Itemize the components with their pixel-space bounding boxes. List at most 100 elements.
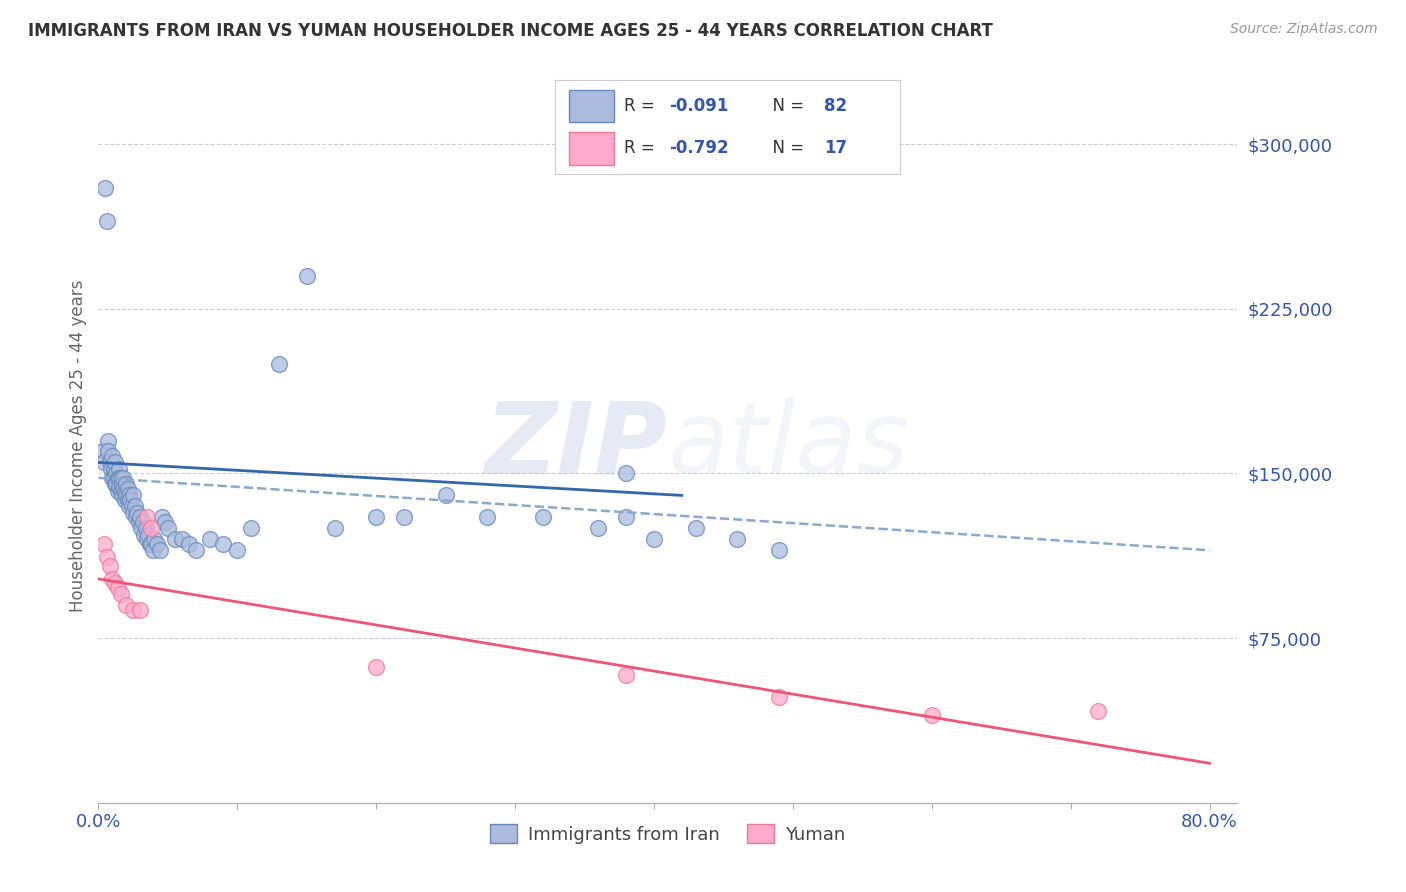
- Point: [110, 587, 132, 601]
- Point: [366, 510, 388, 524]
- Point: [148, 543, 170, 558]
- Point: [111, 488, 134, 502]
- Point: [134, 528, 156, 542]
- Legend: Immigrants from Iran, Yuman: Immigrants from Iran, Yuman: [484, 817, 852, 851]
- Point: [101, 449, 124, 463]
- Point: [198, 533, 221, 547]
- Point: [143, 533, 166, 547]
- Point: [163, 533, 186, 547]
- Point: [136, 510, 159, 524]
- Point: [117, 492, 139, 507]
- Point: [153, 515, 176, 529]
- Point: [323, 521, 346, 535]
- Point: [118, 500, 141, 514]
- Text: R =: R =: [624, 96, 661, 114]
- Point: [177, 537, 200, 551]
- Point: [108, 471, 131, 485]
- FancyBboxPatch shape: [569, 132, 614, 164]
- Point: [392, 510, 415, 524]
- Point: [101, 471, 124, 485]
- Point: [98, 455, 121, 469]
- Point: [127, 506, 149, 520]
- Point: [115, 477, 138, 491]
- Point: [170, 533, 193, 547]
- Point: [112, 471, 135, 485]
- Point: [226, 543, 249, 558]
- Point: [122, 602, 145, 616]
- Point: [112, 482, 135, 496]
- Point: [725, 533, 748, 547]
- Point: [614, 510, 637, 524]
- Text: N =: N =: [762, 139, 810, 157]
- Point: [121, 500, 143, 514]
- Text: atlas: atlas: [668, 398, 910, 494]
- Point: [104, 576, 127, 591]
- Point: [101, 572, 124, 586]
- Point: [118, 488, 141, 502]
- Point: [108, 480, 131, 494]
- Point: [184, 543, 207, 558]
- Text: -0.792: -0.792: [669, 139, 728, 157]
- Point: [105, 467, 128, 481]
- Point: [614, 467, 637, 481]
- Point: [104, 477, 127, 491]
- Point: [267, 357, 290, 371]
- Point: [100, 462, 122, 476]
- Y-axis label: Householder Income Ages 25 - 44 years: Householder Income Ages 25 - 44 years: [69, 280, 87, 612]
- Text: 17: 17: [824, 139, 848, 157]
- Point: [141, 521, 163, 535]
- Point: [685, 521, 707, 535]
- Point: [96, 549, 118, 564]
- Text: Source: ZipAtlas.com: Source: ZipAtlas.com: [1230, 22, 1378, 37]
- Point: [131, 521, 153, 535]
- Point: [114, 492, 136, 507]
- Point: [120, 492, 142, 507]
- Point: [129, 510, 152, 524]
- Point: [98, 558, 121, 573]
- Point: [125, 510, 148, 524]
- Point: [434, 488, 457, 502]
- Point: [97, 434, 120, 448]
- Point: [97, 444, 120, 458]
- Point: [150, 510, 173, 524]
- Point: [111, 477, 134, 491]
- Point: [108, 462, 131, 476]
- Point: [96, 214, 118, 228]
- Point: [93, 537, 115, 551]
- Text: -0.091: -0.091: [669, 96, 728, 114]
- Point: [122, 488, 145, 502]
- Point: [129, 602, 152, 616]
- Point: [145, 537, 167, 551]
- Point: [141, 537, 163, 551]
- Point: [156, 521, 179, 535]
- Point: [104, 455, 127, 469]
- Text: IMMIGRANTS FROM IRAN VS YUMAN HOUSEHOLDER INCOME AGES 25 - 44 YEARS CORRELATION : IMMIGRANTS FROM IRAN VS YUMAN HOUSEHOLDE…: [28, 22, 993, 40]
- Text: 82: 82: [824, 96, 848, 114]
- Point: [588, 521, 610, 535]
- FancyBboxPatch shape: [569, 89, 614, 122]
- Point: [366, 659, 388, 673]
- Point: [132, 515, 155, 529]
- Point: [122, 506, 145, 520]
- Point: [139, 537, 162, 551]
- Text: R =: R =: [624, 139, 661, 157]
- Point: [115, 598, 138, 612]
- Point: [117, 482, 139, 496]
- Point: [295, 268, 318, 283]
- Point: [921, 708, 943, 723]
- Point: [142, 543, 165, 558]
- Point: [103, 462, 125, 476]
- Point: [768, 690, 790, 705]
- Point: [107, 471, 129, 485]
- Point: [93, 455, 115, 469]
- Point: [107, 581, 129, 595]
- Point: [110, 471, 132, 485]
- Point: [114, 483, 136, 498]
- Point: [124, 500, 146, 514]
- Text: ZIP: ZIP: [485, 398, 668, 494]
- Point: [107, 483, 129, 498]
- Point: [768, 543, 790, 558]
- Point: [135, 521, 157, 535]
- Point: [103, 471, 125, 485]
- Point: [1087, 704, 1109, 718]
